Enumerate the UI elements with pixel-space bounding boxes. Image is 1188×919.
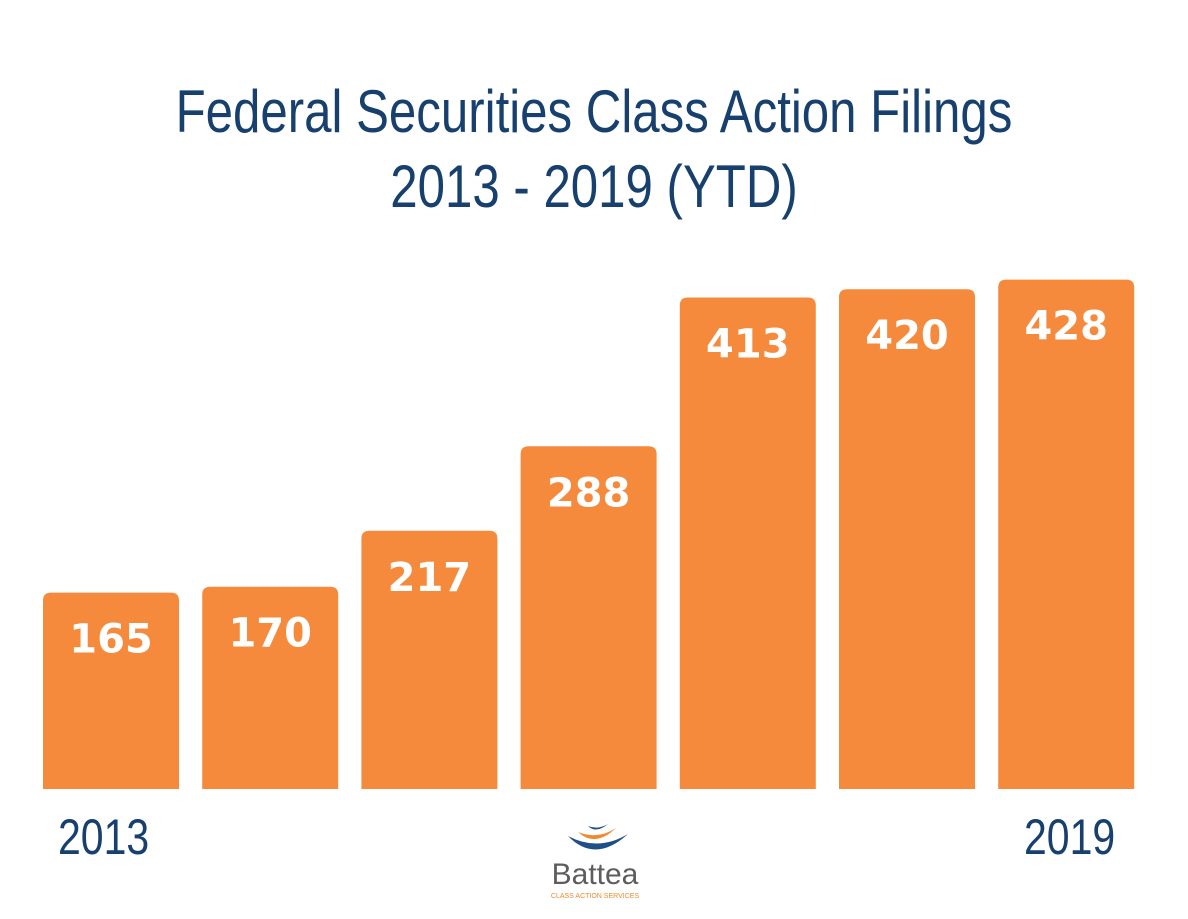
- battea-logo: Battea CLASS ACTION SERVICES: [528, 822, 662, 912]
- bar-2017: [679, 297, 816, 789]
- chart-title: Federal Securities Class Action Filings: [175, 78, 1013, 145]
- bar-2016: [520, 446, 657, 789]
- data-label-2017: 413: [706, 322, 790, 368]
- logo-swoosh-icon: Battea CLASS ACTION SERVICES: [551, 824, 640, 900]
- bar-2014: [202, 586, 339, 789]
- data-label-2016: 288: [547, 470, 631, 516]
- bar-2018: [839, 289, 975, 789]
- data-label-2013: 165: [69, 617, 153, 663]
- x-tick-first: 2013: [58, 809, 150, 865]
- bar-2013: [43, 592, 179, 789]
- bar-2019: [998, 279, 1135, 789]
- x-tick-last: 2019: [1024, 809, 1116, 865]
- logo-tagline: CLASS ACTION SERVICES: [551, 893, 640, 900]
- logo-wordmark: Battea: [552, 858, 639, 891]
- data-label-2018: 420: [865, 313, 949, 359]
- data-label-2019: 428: [1024, 304, 1108, 350]
- data-label-2015: 217: [388, 555, 472, 601]
- chart-subtitle: 2013 - 2019 (YTD): [390, 153, 798, 220]
- bar-2015: [361, 530, 498, 789]
- data-label-2014: 170: [228, 611, 312, 657]
